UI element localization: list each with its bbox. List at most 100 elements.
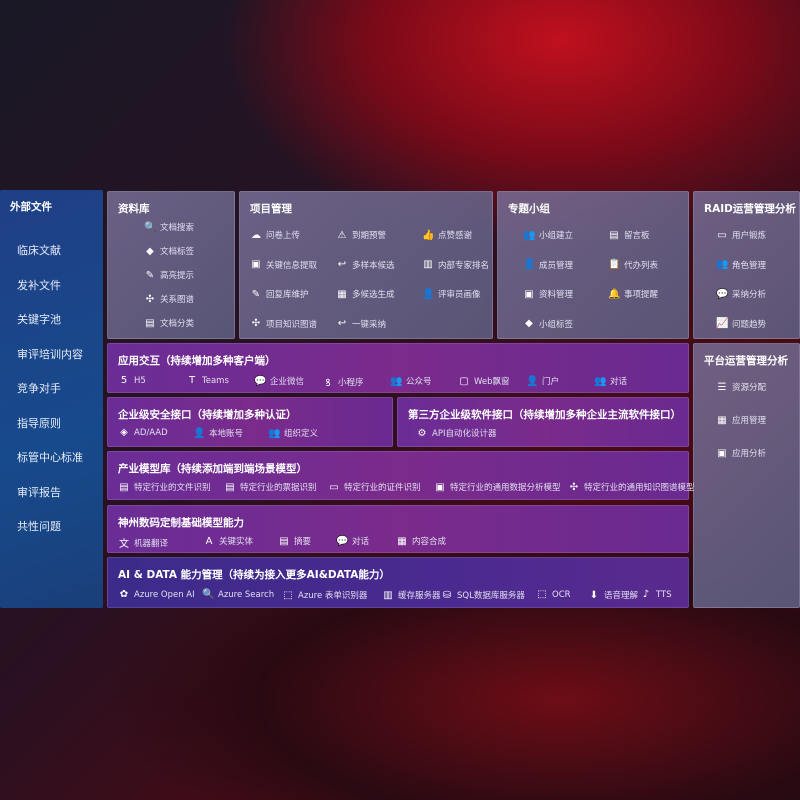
- base-item[interactable]: ▤ 摘要: [278, 535, 311, 548]
- library-item[interactable]: ◆ 文档标签: [144, 245, 194, 258]
- library-item-label: 高亮提示: [160, 271, 195, 281]
- aidata-item[interactable]: ⬚ OCR: [536, 589, 570, 600]
- interaction-item[interactable]: 💬 企业微信: [254, 375, 304, 388]
- interaction-item[interactable]: 5 H5: [118, 375, 146, 386]
- external-item[interactable]: 竞争对手: [17, 382, 61, 395]
- groups-item-label: 留言板: [624, 231, 650, 241]
- interaction-item[interactable]: T Teams: [186, 375, 229, 386]
- thirdparty-item-label: API自动化设计器: [432, 429, 497, 439]
- platform-item[interactable]: ▣ 应用分析: [716, 447, 766, 460]
- project-item[interactable]: ☁ 问卷上传: [250, 229, 301, 242]
- project-item[interactable]: ✣ 项目知识图谱: [250, 318, 317, 330]
- project-item[interactable]: ⚠ 到期预警: [336, 229, 387, 242]
- industry-item[interactable]: ✣ 特定行业的通用知识图谱模型: [568, 481, 695, 494]
- library-item[interactable]: ✎ 高亮提示: [144, 269, 195, 282]
- groups-item-label: 成员管理: [539, 260, 574, 271]
- base-item[interactable]: A 关键实体: [203, 535, 253, 548]
- base-item[interactable]: 💬 对话: [336, 535, 369, 548]
- base-item-label: 机器翻译: [134, 538, 169, 549]
- aidata-item[interactable]: ♪ TTS: [640, 589, 672, 600]
- graph-icon: ✣: [145, 293, 155, 305]
- interaction-panel: 应用交互（持续增加多种客户端） 5 H5 T Teams 💬 企业微信 ꝸ 小程序 👥 公众号 ▢ W…: [107, 343, 689, 393]
- project-item[interactable]: 👍 点赞感谢: [422, 229, 472, 242]
- alarm-icon: ⚠: [337, 229, 347, 241]
- project-item[interactable]: ↩ 一键采纳: [336, 318, 386, 330]
- groups-item[interactable]: 📋 代办列表: [608, 259, 658, 271]
- folder-icon: ▣: [524, 288, 534, 300]
- project-item[interactable]: ▦ 多候选生成: [336, 288, 394, 301]
- project-item-label: 问卷上传: [266, 231, 301, 241]
- form-recognizer-icon: ⬚: [283, 589, 293, 601]
- aidata-item-label: Azure 表单识别器: [298, 591, 368, 601]
- industry-item-label: 特定行业的通用知识图谱模型: [584, 483, 695, 493]
- doc-icon: ▤: [119, 481, 129, 493]
- library-item[interactable]: 🔍 文档搜索: [144, 221, 194, 234]
- security-item[interactable]: 👤 本地账号: [193, 427, 243, 440]
- groups-item[interactable]: ▤ 留言板: [608, 229, 650, 242]
- project-item[interactable]: ↩ 多样本候选: [336, 259, 395, 271]
- interaction-item[interactable]: 👤 门户: [526, 375, 559, 388]
- interaction-item[interactable]: 👥 对话: [594, 375, 627, 388]
- groups-item[interactable]: 👤 成员管理: [523, 259, 573, 271]
- aidata-item[interactable]: 🔍 Azure Search: [202, 589, 274, 600]
- external-item[interactable]: 指导原则: [17, 416, 61, 430]
- groups-title: 专题小组: [508, 203, 550, 215]
- external-item[interactable]: 审评培训内容: [17, 347, 83, 361]
- portal-icon: 👤: [526, 375, 539, 387]
- dialog-icon: 👥: [594, 375, 607, 387]
- external-item[interactable]: 共性问题: [17, 520, 61, 533]
- group-icon: 👥: [523, 229, 536, 241]
- raid-item[interactable]: 📈 问题趋势: [716, 318, 766, 330]
- aidata-item[interactable]: ⬇ 语音理解: [588, 589, 638, 602]
- external-files-title: 外部文件: [10, 201, 52, 213]
- groups-item[interactable]: ▣ 资料管理: [523, 288, 573, 301]
- aidata-item[interactable]: ⛁ SQL数据库服务器: [441, 589, 525, 602]
- thirdparty-item[interactable]: ⚙ API自动化设计器: [416, 427, 497, 440]
- base-item[interactable]: ▦ 内容合成: [396, 535, 447, 548]
- groups-item-label: 代办列表: [624, 260, 659, 271]
- project-item[interactable]: ▣ 关键信息提取: [250, 259, 317, 271]
- cloud-upload-icon: ☁: [251, 229, 261, 241]
- interaction-item[interactable]: ▢ Web飘窗: [458, 375, 509, 388]
- library-item[interactable]: ▤ 文档分类: [144, 317, 194, 330]
- external-item[interactable]: 审评报告: [17, 485, 61, 499]
- external-item[interactable]: 发补文件: [17, 278, 61, 292]
- groups-item[interactable]: 🔔 事项提醒: [608, 288, 658, 301]
- interaction-item-label: 公众号: [406, 377, 432, 387]
- base-item[interactable]: 文机器翻译: [118, 535, 169, 551]
- platform-item[interactable]: ▦ 应用管理: [716, 414, 766, 427]
- raid-item[interactable]: 👥 角色管理: [716, 259, 766, 271]
- aidata-item[interactable]: ✿ Azure Open AI: [118, 589, 195, 600]
- industry-item[interactable]: ▤ 特定行业的票据识别: [224, 481, 316, 494]
- external-item[interactable]: 标管中心标准: [17, 451, 83, 464]
- groups-item[interactable]: 👥 小组建立: [523, 229, 573, 242]
- user-icon: 👤: [422, 288, 435, 300]
- project-item[interactable]: ✎ 回复库维护: [250, 288, 309, 301]
- raid-item-label: 用户锻炼: [732, 231, 767, 241]
- project-item-label: 项目知识图谱: [266, 319, 318, 330]
- interaction-item[interactable]: 👥 公众号: [390, 375, 432, 388]
- aidata-item[interactable]: ▥ 缓存服务器: [382, 589, 440, 602]
- base-item-label: 内容合成: [412, 537, 447, 547]
- aidata-item[interactable]: ⬚ Azure 表单识别器: [282, 589, 368, 602]
- library-item[interactable]: ✣ 关系图谱: [144, 293, 194, 306]
- security-item[interactable]: ◈ AD/AAD: [118, 427, 168, 438]
- raid-title: RAID运营管理分析: [704, 203, 796, 215]
- id-card-icon: ▭: [717, 229, 727, 241]
- project-item[interactable]: ▥ 内部专家排名: [422, 259, 489, 271]
- raid-item[interactable]: 💬 采纳分析: [716, 288, 767, 301]
- interaction-item[interactable]: ꝸ 小程序: [322, 375, 364, 389]
- raid-item[interactable]: ▭ 用户锻炼: [716, 229, 767, 242]
- raid-item-label: 采纳分析: [732, 290, 767, 300]
- interaction-item-label: 小程序: [338, 378, 364, 388]
- industry-item[interactable]: ▭ 特定行业的证件识别: [328, 481, 420, 494]
- external-item[interactable]: 关键字池: [17, 313, 61, 326]
- project-item[interactable]: 👤 评审员画像: [422, 288, 481, 301]
- industry-item-label: 特定行业的文件识别: [134, 483, 211, 493]
- groups-item[interactable]: ◆ 小组标签: [523, 318, 573, 330]
- platform-item[interactable]: ☰ 资源分配: [716, 381, 767, 394]
- industry-item[interactable]: ▤ 特定行业的文件识别: [118, 481, 211, 494]
- external-item[interactable]: 临床文献: [17, 244, 61, 257]
- industry-item[interactable]: ▣ 特定行业的通用数据分析模型: [434, 481, 560, 494]
- security-item[interactable]: 👥 组织定义: [268, 427, 318, 440]
